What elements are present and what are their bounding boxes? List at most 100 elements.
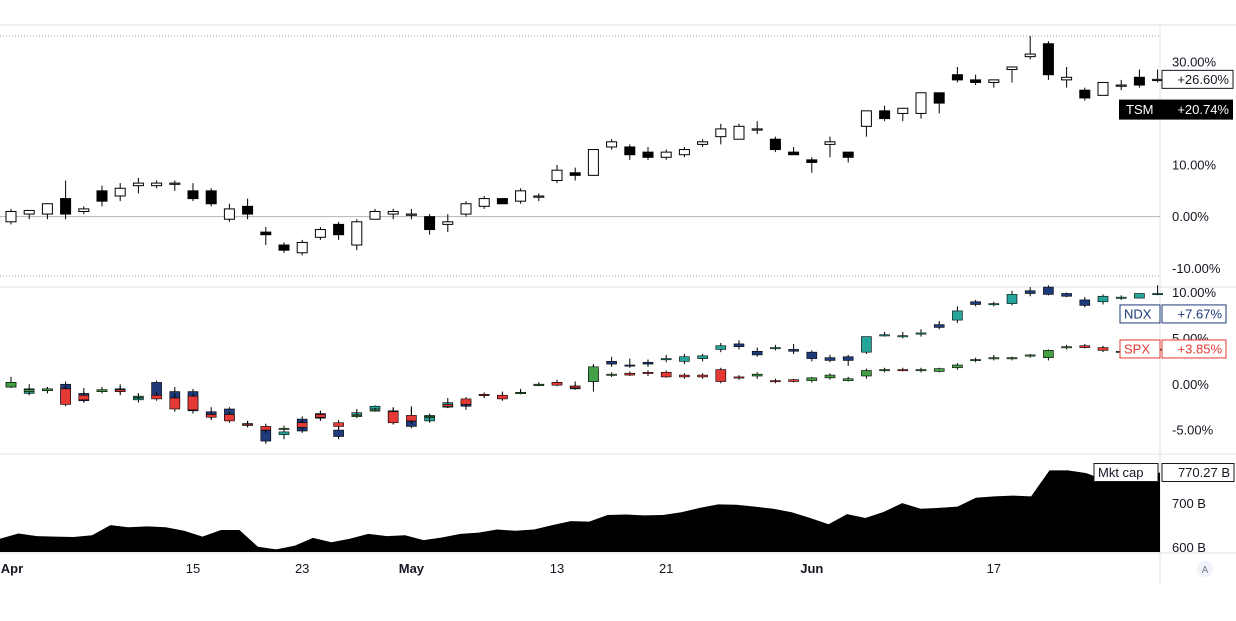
spx-candle[interactable] (751, 372, 763, 379)
ndx-candle[interactable] (1024, 287, 1036, 297)
tsm-candle[interactable] (715, 123, 727, 145)
spx-candle[interactable] (351, 412, 363, 419)
tsm-candle[interactable] (551, 165, 563, 184)
ndx-candle[interactable] (1152, 285, 1163, 296)
tsm-candle[interactable] (260, 226, 272, 246)
tsm-candle[interactable] (587, 149, 599, 176)
ndx-candle[interactable] (897, 332, 909, 339)
tsm-candle[interactable] (387, 208, 399, 220)
spx-candle[interactable] (23, 388, 35, 394)
tsm-candle[interactable] (78, 206, 90, 215)
mkt-cap-axis[interactable]: 700 B 600 B (1172, 496, 1206, 555)
spx-candle[interactable] (679, 373, 690, 379)
spx-candle[interactable] (60, 386, 71, 407)
spx-candle[interactable] (715, 367, 727, 384)
ndx-candle[interactable] (697, 354, 708, 362)
spx-candle[interactable] (169, 393, 181, 412)
tsm-candle[interactable] (1097, 81, 1109, 96)
ndx-candle[interactable] (642, 359, 654, 367)
spx-candle[interactable] (1043, 349, 1054, 361)
tsm-candle[interactable] (424, 214, 436, 235)
tsm-candle[interactable] (769, 136, 781, 153)
ndx-candle[interactable] (824, 354, 836, 363)
tsm-candle[interactable] (951, 66, 963, 83)
spx-candle[interactable] (387, 408, 399, 425)
spx-candle[interactable] (861, 368, 872, 379)
auto-scale-button[interactable]: A (1197, 561, 1213, 577)
ndx-candle[interactable] (988, 301, 1000, 307)
ndx-candle[interactable] (952, 306, 963, 323)
spx-candle[interactable] (551, 380, 563, 387)
tsm-candle[interactable] (333, 221, 345, 240)
tsm-candle[interactable] (988, 79, 1000, 88)
spx-candle[interactable] (824, 373, 836, 380)
spx-candle[interactable] (205, 411, 217, 420)
tsm-candle[interactable] (806, 157, 818, 173)
spx-candle[interactable] (260, 423, 272, 433)
spx-candle[interactable] (624, 371, 636, 376)
tsm-candle[interactable] (1133, 69, 1145, 88)
spx-candle[interactable] (770, 378, 781, 384)
spx-candle[interactable] (733, 375, 745, 380)
tsm-candle[interactable] (733, 123, 745, 140)
spx-candle[interactable] (333, 420, 344, 430)
spx-candle[interactable] (296, 420, 308, 431)
tsm-candle[interactable] (278, 242, 290, 253)
spx-candle[interactable] (788, 378, 799, 383)
ndx-candle[interactable] (624, 358, 636, 368)
spx-candle[interactable] (1024, 354, 1036, 358)
tsm-candle[interactable] (642, 146, 654, 160)
tsm-candle[interactable] (351, 219, 363, 251)
spx-candle[interactable] (369, 408, 381, 412)
tsm-candle[interactable] (442, 214, 454, 233)
tsm-candle[interactable] (369, 208, 381, 220)
tsm-candle[interactable] (915, 92, 927, 119)
spx-candle[interactable] (460, 397, 472, 407)
spx-candle[interactable] (533, 383, 545, 387)
ndx-candle[interactable] (606, 356, 617, 367)
ndx-candle[interactable] (1115, 295, 1127, 300)
tsm-candle[interactable] (242, 198, 254, 220)
spx-candle[interactable] (242, 420, 253, 427)
spx-candle[interactable] (1061, 344, 1072, 350)
ndx-candle[interactable] (1006, 290, 1018, 306)
spx-candle[interactable] (96, 388, 108, 393)
tsm-candle[interactable] (1061, 66, 1073, 88)
tsm-candle[interactable] (60, 180, 72, 220)
tsm-candle[interactable] (897, 107, 909, 122)
tsm-candle[interactable] (296, 239, 308, 256)
ndx-candle[interactable] (1097, 294, 1109, 305)
ndx-candle[interactable] (770, 344, 781, 351)
ndx-candle[interactable] (1079, 297, 1091, 308)
tsm-candle[interactable] (41, 203, 53, 220)
spx-candle[interactable] (151, 391, 162, 401)
spx-candle[interactable] (1079, 343, 1091, 349)
tsm-candles[interactable] (5, 36, 1164, 256)
spx-candle[interactable] (569, 384, 581, 389)
tsm-candle[interactable] (169, 180, 181, 191)
tsm-candle[interactable] (132, 177, 144, 194)
tsm-candle[interactable] (824, 136, 836, 158)
spx-candle[interactable] (915, 367, 927, 373)
tsm-candle[interactable] (1042, 41, 1054, 80)
spx-candle[interactable] (952, 363, 963, 370)
tsm-candle[interactable] (460, 201, 472, 217)
tsm-candle[interactable] (697, 139, 709, 147)
spx-candle[interactable] (1097, 345, 1109, 353)
tsm-candle[interactable] (1024, 36, 1036, 60)
ndx-candle[interactable] (733, 340, 745, 350)
auto-scale-button-bg[interactable] (1197, 561, 1213, 577)
tsm-candle[interactable] (606, 139, 618, 150)
ndx-candle[interactable] (806, 350, 818, 362)
tsm-candle[interactable] (1006, 66, 1018, 83)
spx-candle[interactable] (515, 390, 526, 395)
spx-candle[interactable] (697, 373, 708, 379)
tsm-candle[interactable] (496, 198, 508, 205)
ndx-candle[interactable] (915, 329, 927, 337)
spx-candle[interactable] (642, 370, 654, 377)
spx-candle[interactable] (42, 387, 53, 393)
ndx-candle[interactable] (842, 354, 854, 366)
spx-candle[interactable] (278, 425, 290, 432)
